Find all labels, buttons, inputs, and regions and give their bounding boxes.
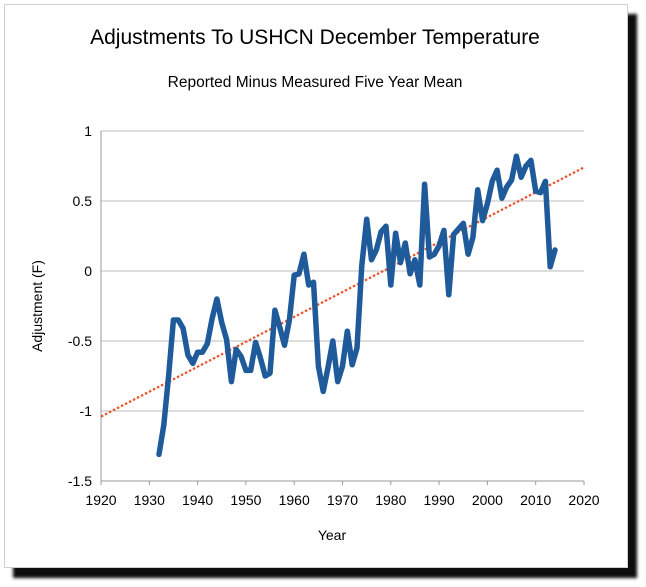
y-tick-label: -0.5 <box>68 333 92 349</box>
axes <box>100 131 584 482</box>
x-tick-label: 2000 <box>472 492 503 508</box>
y-tick-label: 0.5 <box>73 193 93 209</box>
x-axis-label: Year <box>318 527 347 543</box>
x-tick-label: 2020 <box>568 492 599 508</box>
y-tick-label: -1 <box>80 403 93 419</box>
y-axis-label: Adjustment (F) <box>29 260 45 352</box>
x-tick-label: 1950 <box>230 492 261 508</box>
x-tick-labels: 1920 1930 1940 1950 1960 1970 1980 1990 2000 2010… <box>85 492 599 508</box>
trend-line <box>100 166 585 418</box>
x-tick-label: 1970 <box>327 492 358 508</box>
y-tick-label: 0 <box>84 263 92 279</box>
grid-lines <box>100 130 585 485</box>
x-tick-label: 1920 <box>85 492 116 508</box>
x-tick-label: 1980 <box>375 492 406 508</box>
y-tick-label: 1 <box>84 123 92 139</box>
chart-subtitle: Reported Minus Measured Five Year Mean <box>167 74 463 91</box>
y-tick-labels: -1.5 -1 -0.5 0 0.5 1 <box>68 123 92 489</box>
x-tick-label: 1930 <box>134 492 165 508</box>
y-tick-label: -1.5 <box>68 473 92 489</box>
trend-layer <box>100 166 585 418</box>
series-layer <box>156 153 558 458</box>
series-line <box>156 153 558 458</box>
x-tick-label: 1940 <box>182 492 213 508</box>
x-tick-label: 1960 <box>279 492 310 508</box>
x-tick-label: 2010 <box>520 492 551 508</box>
chart-title: Adjustments To USHCN December Temperatur… <box>90 26 540 49</box>
x-tick-label: 1990 <box>424 492 455 508</box>
